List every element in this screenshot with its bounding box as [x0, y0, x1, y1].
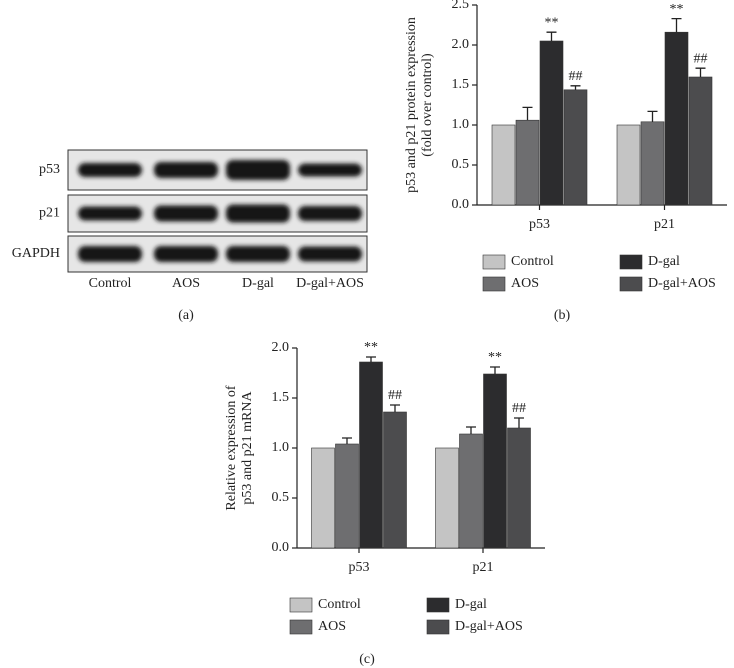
- panel-label: (c): [359, 652, 375, 667]
- y-tick-label: 2.0: [272, 340, 290, 355]
- blot-row-label: p53: [39, 162, 60, 177]
- significance-label: **: [670, 2, 684, 17]
- blot-row-label: GAPDH: [12, 246, 60, 261]
- error-bar: [695, 67, 706, 77]
- legend-swatch: [619, 276, 643, 292]
- legend-label: D-gal: [648, 254, 680, 269]
- significance-label: **: [364, 340, 378, 355]
- significance-label: ##: [694, 51, 708, 66]
- panel-label: (b): [554, 308, 571, 323]
- bar: [515, 119, 540, 206]
- legend-swatch: [482, 254, 506, 270]
- legend-label: AOS: [318, 619, 346, 634]
- legend-label: Control: [511, 254, 554, 269]
- blot-band: [298, 163, 362, 177]
- error-bar: [342, 437, 352, 444]
- error-bar: [490, 366, 500, 374]
- blot-lane-label: D-gal: [242, 276, 274, 291]
- blot-band: [154, 246, 218, 262]
- legend-swatch: [289, 619, 313, 635]
- y-tick-label: 0.0: [272, 540, 290, 555]
- bar: [563, 89, 588, 206]
- legend-swatch: [482, 276, 506, 292]
- y-tick-label: 0.0: [452, 197, 470, 212]
- significance-label: **: [545, 15, 559, 30]
- panel-label: (a): [178, 308, 194, 323]
- legend-swatch: [619, 254, 643, 270]
- bar: [491, 124, 516, 206]
- legend-label: AOS: [511, 276, 539, 291]
- y-axis-label: Relative expression of: [224, 385, 239, 511]
- x-tick-label: p53: [529, 217, 550, 232]
- legend-label: D-gal+AOS: [648, 276, 716, 291]
- bar: [664, 31, 689, 206]
- significance-label: ##: [388, 388, 402, 403]
- x-tick-label: p21: [654, 217, 675, 232]
- y-tick-label: 0.5: [272, 490, 290, 505]
- y-tick-label: 1.0: [452, 117, 470, 132]
- bar: [459, 433, 483, 549]
- significance-label: ##: [569, 69, 583, 84]
- blot-band: [78, 163, 142, 177]
- x-tick-label: p21: [473, 560, 494, 575]
- blot-band: [226, 160, 290, 180]
- error-bar: [366, 356, 376, 362]
- significance-label: ##: [512, 401, 526, 416]
- y-tick-label: 2.5: [452, 0, 470, 12]
- blot-band: [226, 204, 290, 223]
- error-bar: [570, 85, 581, 90]
- blot-lane-label: Control: [89, 276, 132, 291]
- y-axis-label: p53 and p21 protein expression: [404, 17, 419, 193]
- bar: [335, 443, 359, 549]
- y-tick-label: 1.5: [272, 390, 290, 405]
- blot-band: [154, 205, 218, 222]
- bar: [688, 76, 713, 206]
- bar: [507, 427, 531, 549]
- y-tick-label: 0.5: [452, 157, 470, 172]
- blot-band: [298, 246, 362, 262]
- legend-swatch: [426, 597, 450, 613]
- bar: [359, 361, 383, 549]
- bar: [435, 447, 459, 549]
- legend-label: Control: [318, 597, 361, 612]
- x-tick-label: p53: [349, 560, 370, 575]
- legend-swatch: [426, 619, 450, 635]
- error-bar: [522, 106, 533, 121]
- error-bar: [671, 17, 682, 33]
- y-tick-label: 1.0: [272, 440, 290, 455]
- legend-label: D-gal: [455, 597, 487, 612]
- blot-band: [298, 206, 362, 221]
- y-axis-label: (fold over control): [420, 53, 435, 157]
- bar: [483, 373, 507, 549]
- blot-band: [78, 246, 142, 262]
- bar: [539, 40, 564, 206]
- significance-label: **: [488, 350, 502, 365]
- error-bar: [390, 404, 400, 412]
- y-axis-label: p53 and p21 mRNA: [240, 391, 255, 505]
- blot-lane-label: AOS: [172, 276, 200, 291]
- y-tick-label: 1.5: [452, 77, 470, 92]
- legend-swatch: [289, 597, 313, 613]
- error-bar: [466, 426, 476, 434]
- y-tick-label: 2.0: [452, 37, 470, 52]
- error-bar: [514, 417, 524, 428]
- bar: [383, 411, 407, 549]
- error-bar: [647, 110, 658, 122]
- blot-band: [78, 206, 142, 221]
- blot-band: [154, 162, 218, 178]
- legend-label: D-gal+AOS: [455, 619, 523, 634]
- bar: [616, 124, 641, 206]
- bar: [640, 121, 665, 206]
- blot-band: [226, 246, 290, 262]
- blot-lane-label: D-gal+AOS: [296, 276, 364, 291]
- blot-row-label: p21: [39, 206, 60, 221]
- bar: [311, 447, 335, 549]
- error-bar: [546, 31, 557, 41]
